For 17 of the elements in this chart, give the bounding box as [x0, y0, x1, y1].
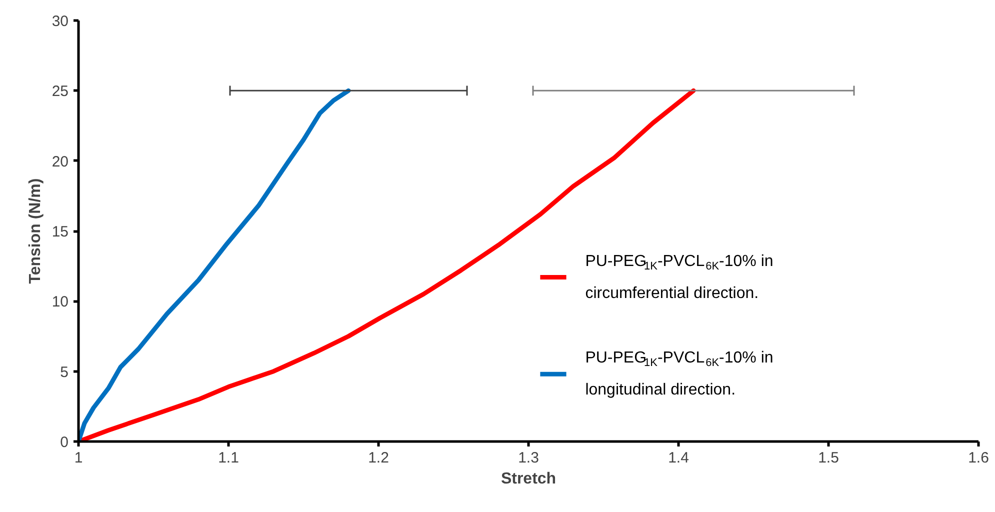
y-tick-label: 30 [52, 13, 69, 30]
y-tick-label: 0 [60, 434, 68, 451]
y-tick-label: 20 [52, 153, 69, 170]
y-axis-title: Tension (N/m) [26, 178, 44, 284]
x-tick-label: 1 [74, 450, 83, 466]
x-tick-label: 1.1 [218, 450, 239, 466]
x-tick-label: 1.3 [518, 450, 539, 466]
y-tick-label: 10 [52, 294, 69, 311]
x-tick-label: 1.6 [968, 450, 989, 466]
line-series [78, 88, 351, 442]
x-tick-label: 1.4 [668, 450, 689, 466]
y-tick-label: 15 [52, 224, 69, 240]
x-axis-title: Stretch [500, 470, 556, 488]
y-tick-label: 25 [52, 83, 69, 100]
x-tick-label: 1.2 [368, 450, 389, 466]
x-tick-label: 1.5 [818, 450, 839, 466]
y-tick-label: 5 [60, 364, 68, 381]
